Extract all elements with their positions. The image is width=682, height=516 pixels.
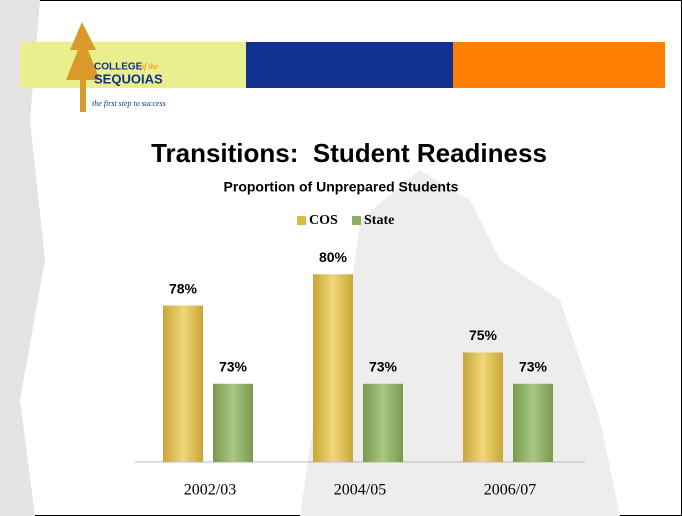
- header-band-yellow: [20, 42, 246, 88]
- tagline: the first step to success: [92, 99, 166, 108]
- chart-title: Transitions: Student Readiness: [151, 138, 547, 168]
- logo-text: of the: [140, 62, 158, 71]
- background-tree: [0, 0, 45, 516]
- legend-swatch: [297, 216, 306, 225]
- bar: [313, 274, 353, 462]
- header-band-orange: [453, 42, 665, 88]
- x-tick-label: 2006/07: [484, 482, 536, 499]
- value-label: 73%: [369, 358, 398, 374]
- bar: [163, 305, 203, 462]
- logo-tree: [66, 22, 100, 112]
- bar: [363, 383, 403, 462]
- value-label: 78%: [169, 280, 198, 296]
- header-band-blue: [246, 42, 453, 88]
- x-tick-label: 2004/05: [334, 482, 386, 499]
- legend-label: COS: [309, 213, 338, 228]
- bar: [213, 383, 253, 462]
- logo-text: COLLEGE: [94, 62, 143, 73]
- legend-label: State: [364, 213, 394, 228]
- value-label: 75%: [469, 327, 498, 343]
- value-label: 80%: [319, 249, 348, 265]
- value-label: 73%: [519, 358, 548, 374]
- legend-swatch: [352, 216, 361, 225]
- bar: [513, 383, 553, 462]
- chart-subtitle: Proportion of Unprepared Students: [224, 179, 459, 195]
- x-tick-label: 2002/03: [184, 482, 236, 499]
- value-label: 73%: [219, 358, 248, 374]
- logo-text: SEQUOIAS: [94, 71, 163, 86]
- bar: [463, 352, 503, 462]
